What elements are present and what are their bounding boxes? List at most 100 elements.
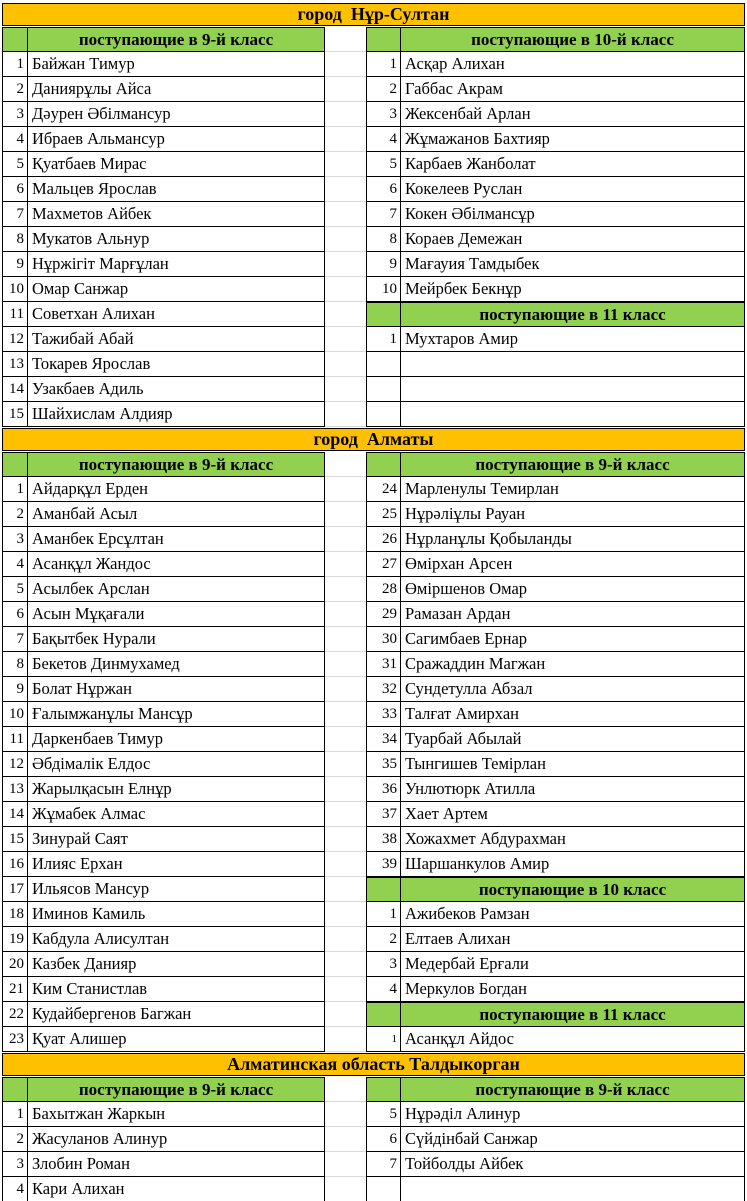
gutter-cell [325, 102, 366, 127]
row-number-cell: 3 [366, 952, 401, 977]
student-name-cell: Дәурен Әбілмансур [28, 102, 325, 127]
student-name-cell: Даркенбаев Тимур [28, 727, 325, 752]
gutter-cell [325, 1127, 366, 1152]
row-number-cell: 33 [366, 702, 401, 727]
student-name-cell: Бахытжан Жаркын [28, 1102, 325, 1127]
gutter-cell [325, 202, 366, 227]
gutter-cell [325, 52, 366, 77]
city-header: город Нұр-Султан [2, 3, 745, 26]
row-number-cell: 28 [366, 577, 401, 602]
row-number-cell: 17 [2, 877, 28, 902]
row-number-cell: 8 [2, 227, 28, 252]
gutter-cell [325, 252, 366, 277]
row-number-cell: 13 [2, 777, 28, 802]
row-number-cell: 18 [2, 902, 28, 927]
student-name-cell: Унлютюрк Атилла [401, 777, 745, 802]
gutter-cell [325, 877, 366, 902]
column-header: поступающие в 9-й класс [28, 1077, 325, 1102]
row-number-cell: 9 [366, 252, 401, 277]
student-name-cell: Ильясов Мансур [28, 877, 325, 902]
row-number-cell: 1 [2, 1102, 28, 1127]
row-number-cell: 12 [2, 327, 28, 352]
student-name-cell: Әбдімалік Елдос [28, 752, 325, 777]
gutter-cell [325, 377, 366, 402]
gutter-cell [325, 652, 366, 677]
row-number-cell: 16 [2, 852, 28, 877]
student-name-cell: Илияс Ерхан [28, 852, 325, 877]
column-header: поступающие в 11 класс [401, 302, 745, 327]
student-name-cell: Ким Станистлав [28, 977, 325, 1002]
student-name-cell: Сүйдінбай Санжар [401, 1127, 745, 1152]
row-number-cell: 24 [366, 477, 401, 502]
row-number-cell: 7 [366, 1152, 401, 1177]
student-name-cell: Ажибеков Рамзан [401, 902, 745, 927]
row-number-cell: 6 [366, 177, 401, 202]
student-name-cell: Марленулы Темирлан [401, 477, 745, 502]
student-name-cell: Бақытбек Нурали [28, 627, 325, 652]
gutter-cell [325, 1077, 366, 1102]
student-name-cell: Асын Мұқағали [28, 602, 325, 627]
row-number-cell [366, 352, 401, 377]
column-header-corner-cell [366, 877, 401, 902]
student-name-cell: Шайхислам Алдияр [28, 402, 325, 427]
student-name-cell: Мальцев Ярослав [28, 177, 325, 202]
student-name-cell: Тажибай Абай [28, 327, 325, 352]
student-name-cell: Омар Санжар [28, 277, 325, 302]
row-number-cell: 26 [366, 527, 401, 552]
empty-name-cell [401, 352, 745, 377]
student-name-cell: Мукатов Альнур [28, 227, 325, 252]
empty-name-cell [401, 377, 745, 402]
student-name-cell: Тынгишев Темірлан [401, 752, 745, 777]
student-name-cell: Меркулов Богдан [401, 977, 745, 1002]
row-number-cell: 5 [366, 1102, 401, 1127]
city-section: город Алматы поступающие в 9-й класс посту… [2, 427, 747, 1052]
student-name-cell: Туарбай Абылай [401, 727, 745, 752]
row-number-cell: 5 [2, 577, 28, 602]
row-number-cell [366, 377, 401, 402]
gutter-cell [325, 702, 366, 727]
gutter-cell [325, 77, 366, 102]
student-name-cell: Кабдула Алисултан [28, 927, 325, 952]
row-number-cell: 15 [2, 402, 28, 427]
student-name-cell: Байжан Тимур [28, 52, 325, 77]
student-name-cell: Медербай Ерғали [401, 952, 745, 977]
gutter-cell [325, 477, 366, 502]
student-name-cell: Кокелеев Руслан [401, 177, 745, 202]
row-number-cell: 30 [366, 627, 401, 652]
gutter-cell [325, 602, 366, 627]
row-number-cell: 7 [2, 202, 28, 227]
student-name-cell: Зинурай Саят [28, 827, 325, 852]
row-number-cell: 4 [366, 127, 401, 152]
student-name-cell: Нұрәліұлы Рауан [401, 502, 745, 527]
gutter-cell [325, 552, 366, 577]
row-number-cell: 27 [366, 552, 401, 577]
row-number-cell: 4 [2, 1177, 28, 1201]
student-name-cell: Нұрәділ Алинур [401, 1102, 745, 1127]
student-name-cell: Казбек Данияр [28, 952, 325, 977]
row-number-cell: 6 [366, 1127, 401, 1152]
student-name-cell: Жексенбай Арлан [401, 102, 745, 127]
row-number-cell: 1 [366, 327, 401, 352]
gutter-cell [325, 1027, 366, 1052]
gutter-cell [325, 627, 366, 652]
gutter-cell [325, 302, 366, 327]
student-name-cell: Иминов Камиль [28, 902, 325, 927]
gutter-cell [325, 402, 366, 427]
student-name-cell: Асанқұл Жандос [28, 552, 325, 577]
row-number-cell: 5 [2, 152, 28, 177]
column-header: поступающие в 9-й класс [401, 1077, 745, 1102]
student-name-cell: Талғат Амирхан [401, 702, 745, 727]
row-number-cell: 1 [366, 1027, 401, 1052]
student-name-cell: Хожахмет Абдурахман [401, 827, 745, 852]
student-name-cell: Аманбек Ерсұлтан [28, 527, 325, 552]
student-name-cell: Хает Артем [401, 802, 745, 827]
row-number-cell: 13 [2, 352, 28, 377]
student-name-cell: Кокен Әбілмансұр [401, 202, 745, 227]
row-number-cell: 4 [2, 552, 28, 577]
student-name-cell: Рамазан Ардан [401, 602, 745, 627]
row-number-cell: 1 [2, 477, 28, 502]
student-name-cell: Сундетулла Абзал [401, 677, 745, 702]
student-name-cell: Сражаддин Магжан [401, 652, 745, 677]
gutter-cell [325, 752, 366, 777]
gutter-cell [325, 827, 366, 852]
